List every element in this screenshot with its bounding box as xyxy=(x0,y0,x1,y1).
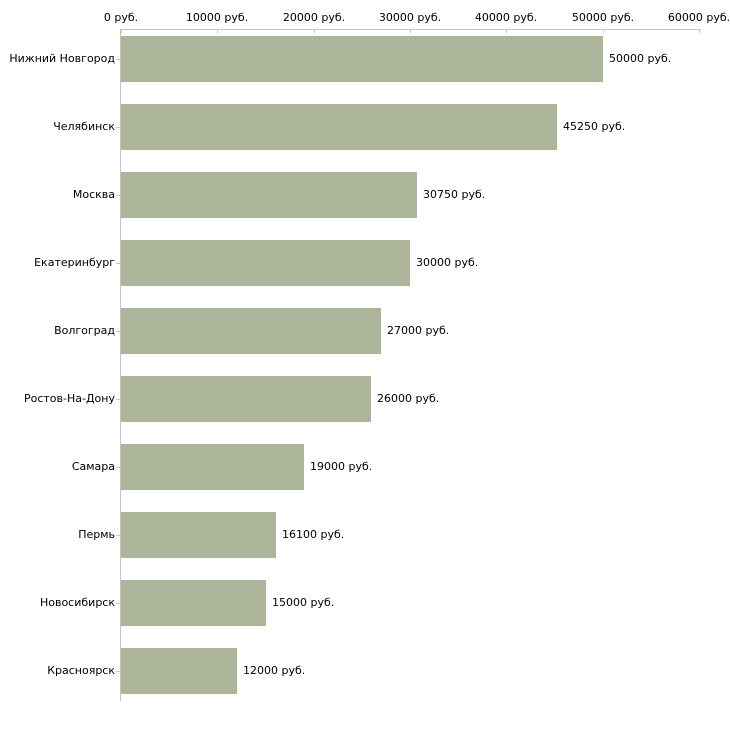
category-label: Новосибирск xyxy=(39,596,115,609)
bar xyxy=(121,444,304,490)
category-label: Екатеринбург xyxy=(34,256,115,269)
x-axis-tick xyxy=(699,29,700,33)
x-axis-tick-label: 0 руб. xyxy=(103,11,139,24)
category-label: Пермь xyxy=(78,528,115,541)
x-axis-tick xyxy=(506,29,507,33)
value-label: 19000 руб. xyxy=(310,460,373,473)
value-label: 27000 руб. xyxy=(387,324,450,337)
x-axis-tick-label: 10000 руб. xyxy=(185,11,249,24)
value-label: 26000 руб. xyxy=(377,392,440,405)
category-label: Нижний Новгород xyxy=(9,52,115,65)
category-label: Волгоград xyxy=(54,324,115,337)
y-axis-tick xyxy=(116,263,120,264)
bar xyxy=(121,308,381,354)
y-axis-tick xyxy=(116,603,120,604)
bar xyxy=(121,580,266,626)
x-axis-tick-label: 50000 руб. xyxy=(571,11,635,24)
bar xyxy=(121,648,237,694)
x-axis-tick-label: 30000 руб. xyxy=(378,11,442,24)
bar xyxy=(121,240,410,286)
bar xyxy=(121,512,276,558)
value-label: 12000 руб. xyxy=(243,664,306,677)
bar xyxy=(121,376,371,422)
x-axis-tick xyxy=(603,29,604,33)
y-axis-tick xyxy=(116,195,120,196)
y-axis-tick xyxy=(116,331,120,332)
x-axis-tick xyxy=(314,29,315,33)
category-label: Челябинск xyxy=(53,120,115,133)
category-label: Москва xyxy=(72,188,115,201)
value-label: 30000 руб. xyxy=(416,256,479,269)
y-axis-tick xyxy=(116,399,120,400)
x-axis-tick-label: 60000 руб. xyxy=(667,11,730,24)
y-axis-tick xyxy=(116,59,120,60)
y-axis-line xyxy=(120,29,121,701)
x-axis-tick-label: 20000 руб. xyxy=(282,11,346,24)
category-label: Самара xyxy=(71,460,115,473)
x-axis-tick xyxy=(217,29,218,33)
x-axis-tick xyxy=(410,29,411,33)
x-axis-tick xyxy=(121,29,122,33)
value-label: 30750 руб. xyxy=(423,188,486,201)
bar xyxy=(121,172,417,218)
value-label: 16100 руб. xyxy=(282,528,345,541)
category-label: Ростов-На-Дону xyxy=(23,392,115,405)
y-axis-tick xyxy=(116,671,120,672)
bar xyxy=(121,104,557,150)
category-label: Красноярск xyxy=(47,664,115,677)
value-label: 50000 руб. xyxy=(609,52,672,65)
y-axis-tick xyxy=(116,467,120,468)
bar xyxy=(121,36,603,82)
value-label: 45250 руб. xyxy=(563,120,626,133)
value-label: 15000 руб. xyxy=(272,596,335,609)
y-axis-tick xyxy=(116,127,120,128)
x-axis-tick-label: 40000 руб. xyxy=(474,11,538,24)
y-axis-tick xyxy=(116,535,120,536)
